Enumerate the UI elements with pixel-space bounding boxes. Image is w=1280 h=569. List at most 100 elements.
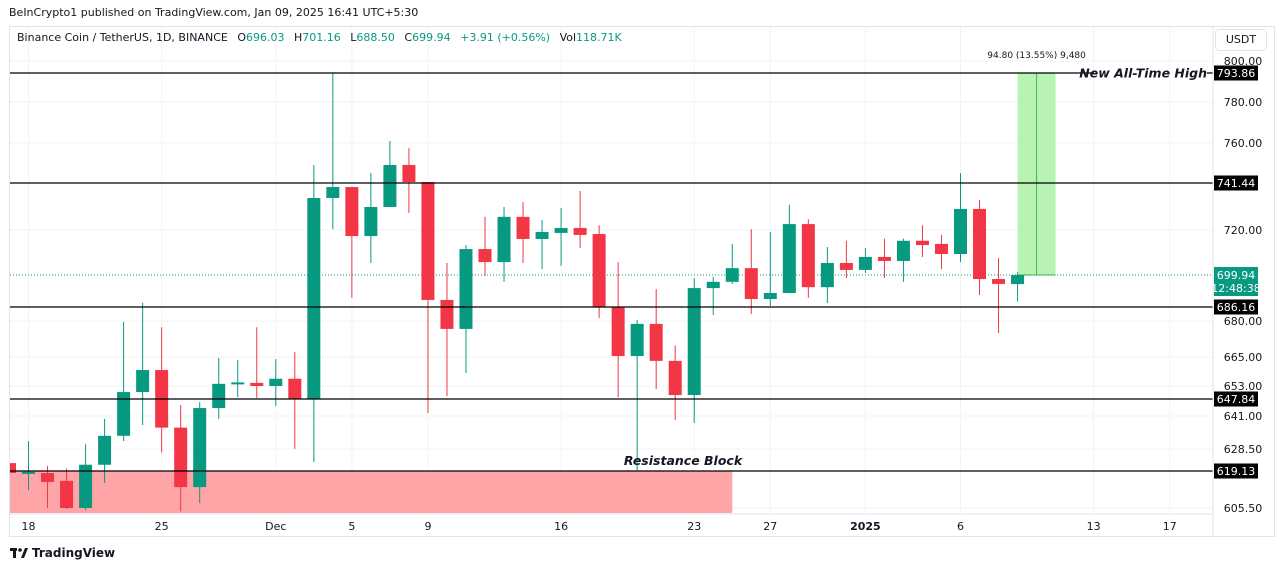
candle-body [896,240,910,261]
time-tick-label: 9 [424,520,431,533]
current-price-tag [1214,267,1258,296]
candle [782,204,796,293]
price-tick-label: 680.00 [1224,315,1263,328]
candle-body [782,224,796,293]
candle-body [459,249,473,329]
candle [801,219,815,298]
candle [763,232,777,306]
symbol-legend: Binance Coin / TetherUS, 1D, BINANCE O69… [17,31,622,44]
time-tick-label: Dec [265,520,286,533]
price-tick-label: 720.00 [1224,224,1263,237]
candle [973,199,987,296]
candle-body [383,164,397,207]
candle-body [763,292,777,300]
candle-body [668,360,682,396]
current-price-text: 699.94 [1217,269,1256,282]
candle-body [915,240,929,246]
low-value: 688.50 [356,31,395,44]
candle [231,359,245,398]
level-price-tag [1214,175,1258,191]
candle [992,258,1006,333]
candle [345,187,359,298]
candle [896,238,910,282]
tradingview-logo-text: TradingView [32,546,116,560]
candle [573,190,587,248]
candle-body [364,206,378,237]
candle [117,321,131,442]
candle-body [934,243,948,255]
candle [155,327,169,453]
candle-body [839,262,853,270]
candle [22,441,36,491]
currency-button[interactable]: USDT [1215,29,1267,51]
candle-body [992,279,1006,284]
candle-body [288,378,302,400]
candle [954,173,967,263]
candle-body [820,262,834,288]
resistance-zone [10,471,733,513]
candle [915,225,929,257]
candle [611,262,625,398]
candle-body [630,323,644,357]
tradingview-logo[interactable]: TradingView [10,546,115,560]
candle [402,148,416,213]
candle [516,201,530,263]
candle [136,302,150,425]
level-price-tag [1214,65,1258,81]
candle [364,173,378,263]
candle-body [649,323,663,361]
price-tick-label: 780.00 [1224,96,1263,109]
candle-body [402,164,416,183]
price-tick-label: 628.50 [1224,443,1263,456]
candle-body [954,208,967,255]
candle-body [516,216,530,239]
price-tick-label: 760.00 [1224,137,1263,150]
candle-body [250,382,264,386]
symbol-name: Binance Coin / TetherUS, 1D, BINANCE [17,31,228,44]
candle-body [231,382,245,385]
countdown-text: 12:48:38 [1211,282,1260,295]
candle-body [193,408,207,488]
candle [193,402,207,504]
candle [10,463,16,473]
plot-area [10,27,1213,513]
candle-body [1011,275,1025,285]
candle [725,243,739,284]
candle-body [421,182,435,300]
candle-body [136,370,150,393]
candle [554,208,568,266]
candle-body [60,480,74,508]
candle-body [440,299,454,329]
candle [1011,272,1025,302]
chart-frame [9,26,1275,537]
level-price-tag-text: 793.86 [1217,67,1256,80]
level-price-tag [1214,463,1258,479]
candle [41,465,55,508]
candle [174,405,188,512]
time-tick-label: 23 [687,520,701,533]
candle-body [687,288,701,396]
time-tick-label: 6 [957,520,964,533]
low-label: L [350,31,357,44]
candle [706,276,720,316]
candle-body [326,187,340,198]
candle-body [725,268,739,282]
time-tick-label: 16 [554,520,568,533]
time-tick-label: 27 [763,520,777,533]
candle-body [98,435,112,465]
time-tick-label: 5 [348,520,355,533]
candle-body [554,228,568,233]
candle [744,229,758,314]
publisher-line: BeInCrypto1 published on TradingView.com… [9,6,419,19]
measure-label: 94.80 (13.55%) 9,480 [987,51,1086,61]
time-tick-label: 25 [155,520,169,533]
candle [421,182,435,414]
candle [592,225,606,319]
candle [60,468,74,510]
candle-body [801,224,815,288]
candle-body [706,281,720,289]
candle-body [212,383,226,409]
candle-body [41,472,55,482]
level-price-tag [1214,391,1258,407]
